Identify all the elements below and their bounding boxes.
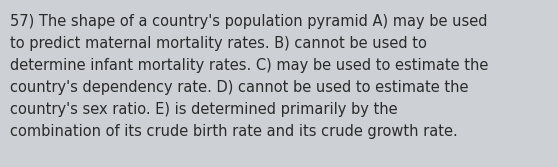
Text: country's dependency rate. D) cannot be used to estimate the: country's dependency rate. D) cannot be … xyxy=(10,80,469,95)
Text: determine infant mortality rates. C) may be used to estimate the: determine infant mortality rates. C) may… xyxy=(10,58,488,73)
Text: to predict maternal mortality rates. B) cannot be used to: to predict maternal mortality rates. B) … xyxy=(10,36,427,51)
Text: country's sex ratio. E) is determined primarily by the: country's sex ratio. E) is determined pr… xyxy=(10,102,398,117)
Text: 57) The shape of a country's population pyramid A) may be used: 57) The shape of a country's population … xyxy=(10,14,488,29)
Text: combination of its crude birth rate and its crude growth rate.: combination of its crude birth rate and … xyxy=(10,124,458,139)
